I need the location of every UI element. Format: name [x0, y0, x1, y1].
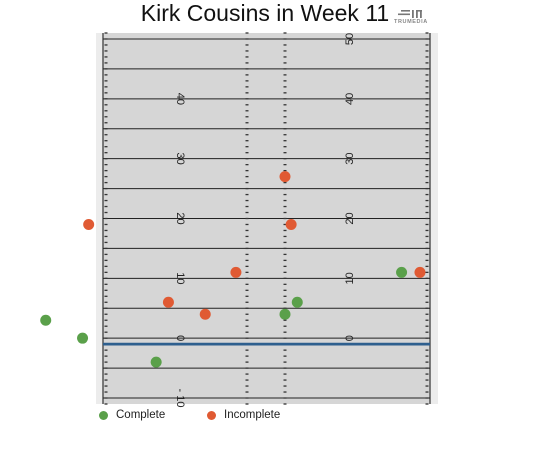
- chart-title: Kirk Cousins in Week 11: [140, 0, 390, 26]
- yard-number: 30: [174, 153, 186, 165]
- complete-pass-point: [40, 314, 52, 326]
- complete-pass-point: [150, 356, 162, 368]
- yard-number: 50: [344, 33, 356, 45]
- complete-legend-dot: [99, 410, 108, 420]
- incomplete-legend-dot: [207, 410, 216, 420]
- incomplete-pass-point: [279, 171, 291, 183]
- yard-number: 40: [174, 93, 186, 105]
- complete-pass-point: [396, 266, 408, 278]
- incomplete-pass-point: [285, 218, 297, 230]
- trumedia-logo-text: TRUMEDIA: [394, 19, 428, 25]
- yard-number: 0: [344, 335, 356, 341]
- incomplete-pass-point: [162, 296, 174, 308]
- incomplete-pass-point: [199, 308, 211, 320]
- incomplete-pass-point: [83, 218, 95, 230]
- yard-number: 0: [174, 335, 186, 341]
- legend-label-complete: Complete: [116, 409, 166, 421]
- complete-pass-point: [279, 308, 291, 320]
- yard-number: 20: [174, 212, 186, 224]
- incomplete-pass-point: [230, 266, 242, 278]
- yard-number: 40: [344, 93, 356, 105]
- legend-label-incomplete: Incomplete: [224, 409, 281, 421]
- trumedia-logo: [398, 10, 422, 18]
- legend-item-incomplete: Incomplete: [207, 408, 280, 422]
- yard-number: - 10: [174, 389, 186, 408]
- yard-number: 30: [344, 153, 356, 165]
- yard-number: 10: [344, 272, 356, 284]
- complete-pass-point: [77, 332, 89, 344]
- complete-pass-point: [291, 296, 303, 308]
- legend-item-complete: Complete: [99, 408, 165, 422]
- incomplete-pass-point: [414, 266, 426, 278]
- yard-number: 10: [174, 272, 186, 284]
- yard-number: 20: [344, 212, 356, 224]
